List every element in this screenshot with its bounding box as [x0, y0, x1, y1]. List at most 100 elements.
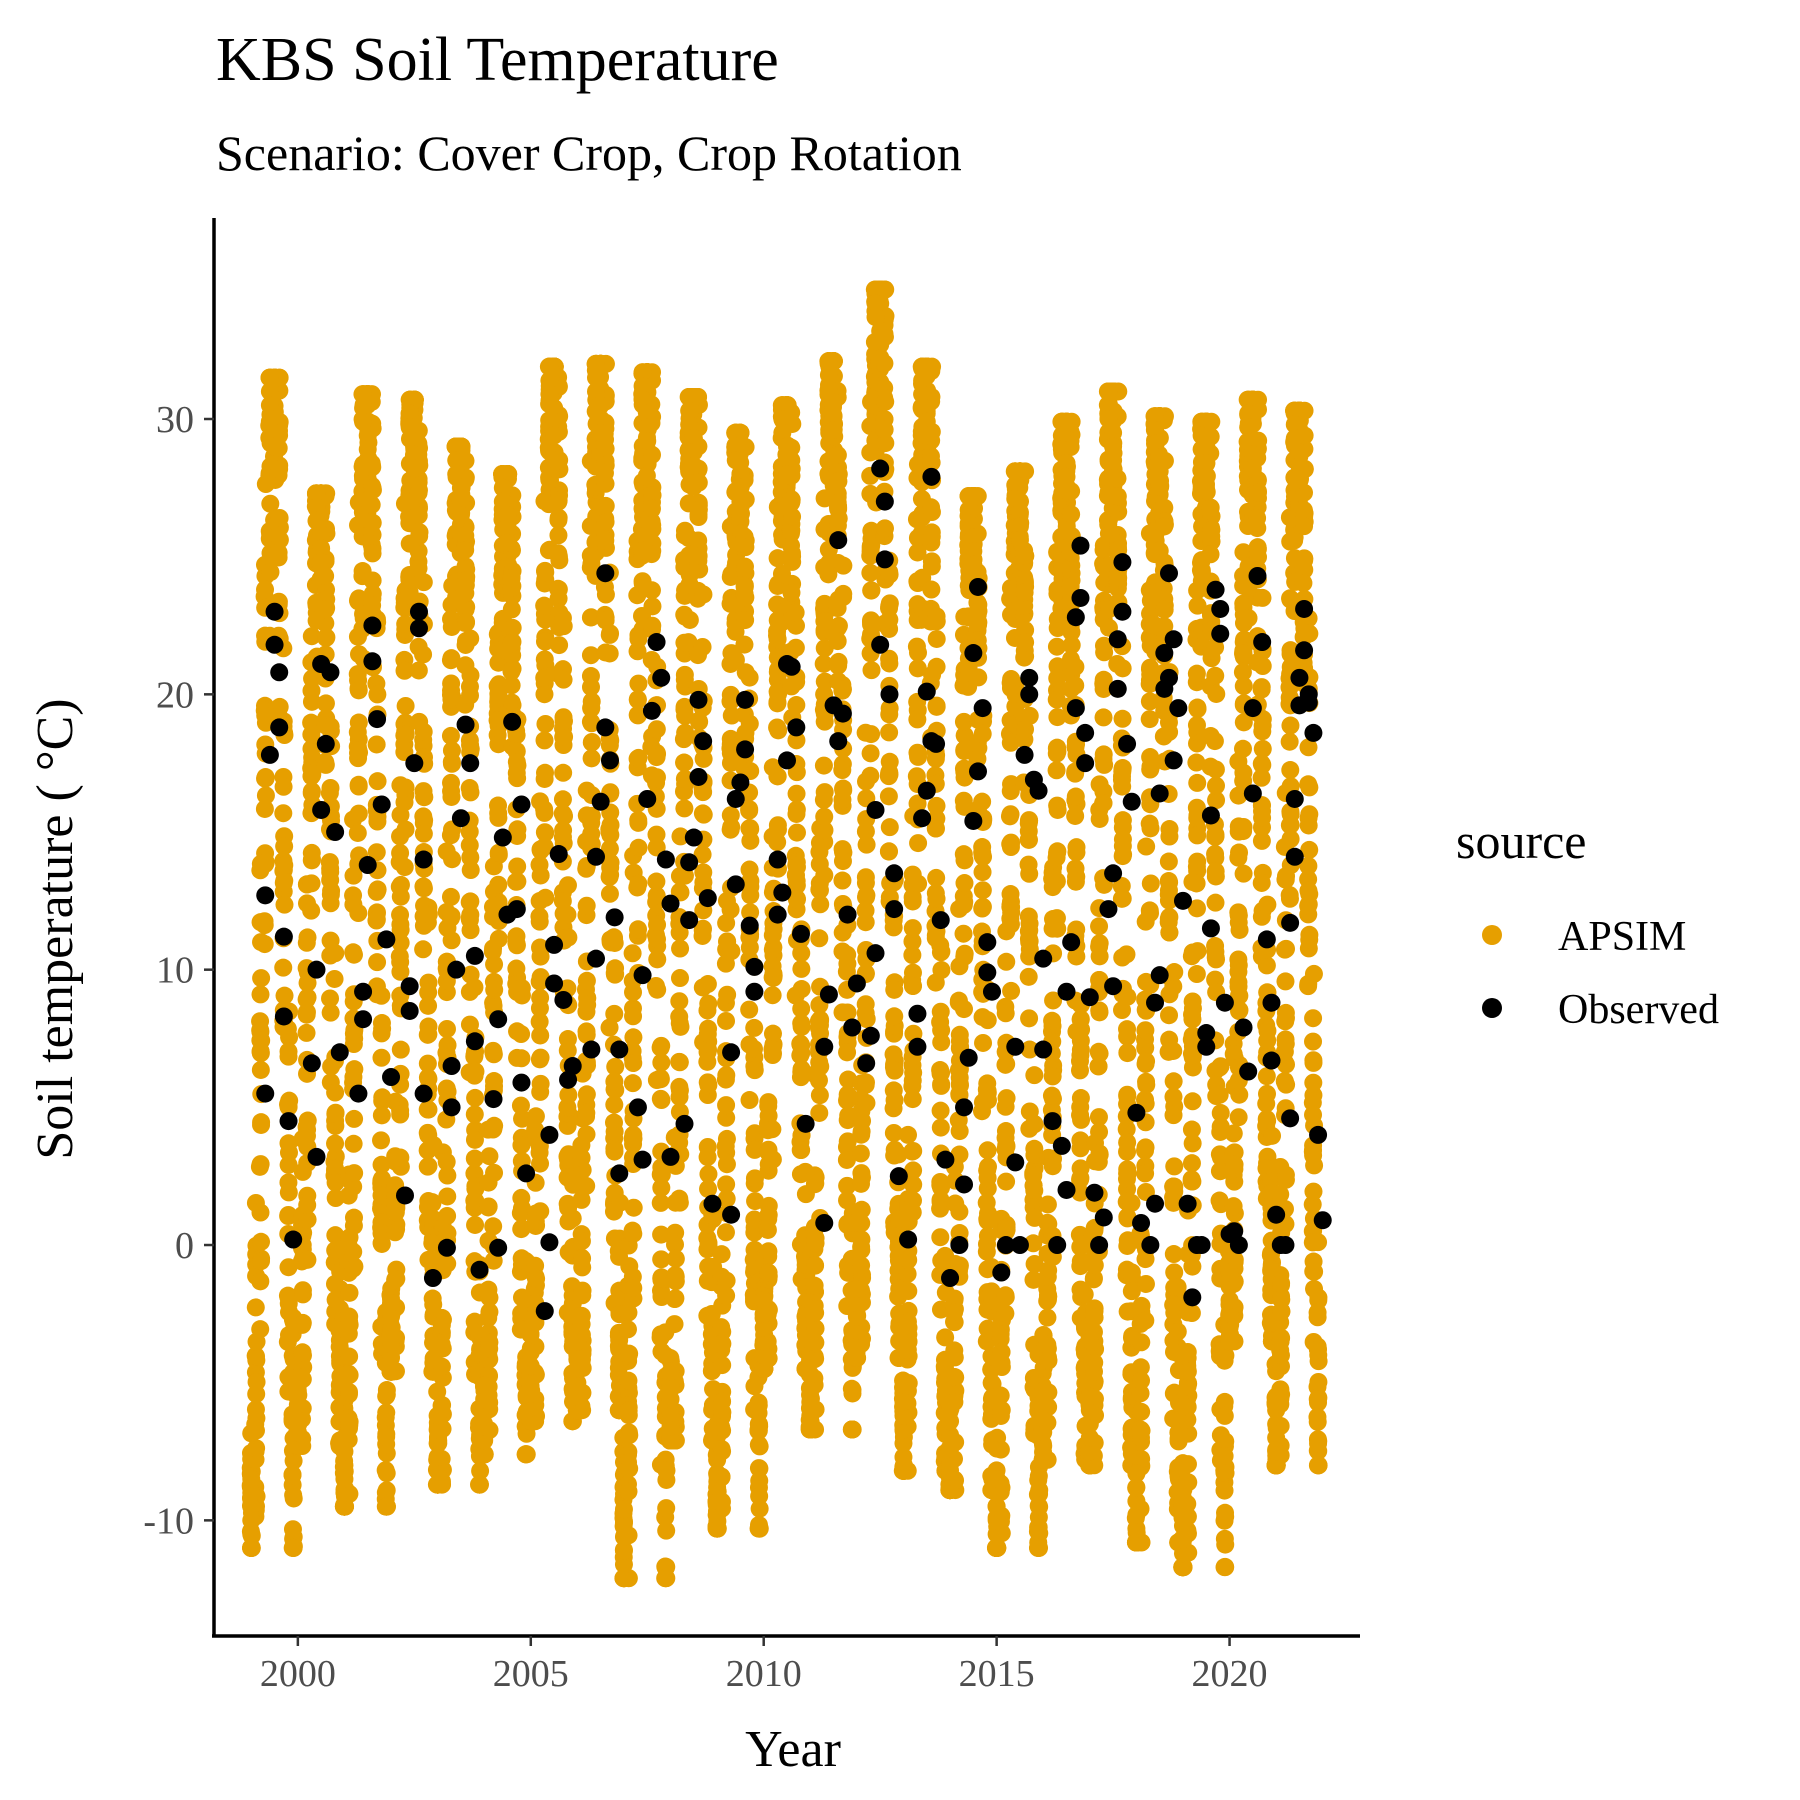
apsim-point: [558, 876, 577, 895]
apsim-point: [1024, 1176, 1043, 1195]
apsim-point: [629, 674, 648, 693]
apsim-point: [847, 1280, 866, 1299]
apsim-point: [438, 1224, 457, 1243]
apsim-point: [386, 1203, 405, 1222]
apsim-point: [372, 1186, 391, 1205]
apsim-point: [409, 483, 428, 502]
apsim-point: [485, 955, 504, 974]
apsim-point: [717, 1096, 736, 1115]
apsim-point: [527, 1269, 546, 1288]
apsim-point: [302, 874, 321, 893]
apsim-point: [489, 929, 508, 948]
apsim-point: [671, 939, 690, 958]
apsim-point: [437, 1152, 456, 1171]
apsim-point: [457, 612, 476, 631]
apsim-point: [261, 494, 280, 513]
apsim-point: [806, 1333, 825, 1352]
apsim-point: [931, 1013, 950, 1032]
apsim-point: [1089, 1042, 1108, 1061]
apsim-point: [624, 1278, 643, 1297]
apsim-point: [619, 1401, 638, 1420]
apsim-point: [969, 613, 988, 632]
apsim-point: [302, 739, 321, 758]
apsim-point: [852, 1256, 871, 1275]
apsim-point: [665, 1290, 684, 1309]
apsim-point: [717, 1155, 736, 1174]
apsim-point: [842, 1420, 861, 1439]
apsim-point: [643, 516, 662, 535]
apsim-point: [661, 1362, 680, 1381]
apsim-point: [1094, 745, 1113, 764]
apsim-point: [382, 1307, 401, 1326]
apsim-point: [922, 498, 941, 517]
apsim-point: [316, 600, 335, 619]
apsim-point: [419, 996, 438, 1015]
apsim-point: [955, 874, 974, 893]
apsim-point: [382, 1362, 401, 1381]
apsim-point: [1090, 917, 1109, 936]
apsim-point: [978, 1168, 997, 1187]
apsim-point: [698, 975, 717, 994]
apsim-point: [754, 1291, 773, 1310]
apsim-point: [782, 490, 801, 509]
apsim-point: [647, 748, 666, 767]
apsim-point: [531, 1074, 550, 1093]
apsim-point: [297, 990, 316, 1009]
apsim-point: [815, 866, 834, 885]
apsim-point: [498, 533, 517, 552]
apsim-point: [344, 1242, 363, 1261]
apsim-point: [340, 1283, 359, 1302]
apsim-point: [1066, 787, 1085, 806]
apsim-point: [307, 498, 326, 517]
apsim-point: [852, 1125, 871, 1144]
apsim-point: [572, 1232, 591, 1251]
apsim-point: [279, 1095, 298, 1114]
apsim-point: [326, 1226, 345, 1245]
apsim-point: [395, 793, 414, 812]
apsim-point: [279, 1042, 298, 1061]
apsim-point: [297, 1023, 316, 1042]
apsim-point: [461, 861, 480, 880]
apsim-point: [792, 1014, 811, 1033]
apsim-point: [447, 465, 466, 484]
apsim-point: [1094, 708, 1113, 727]
apsim-point: [550, 551, 569, 570]
apsim-point: [502, 600, 521, 619]
apsim-point: [438, 1187, 457, 1206]
apsim-point: [251, 1155, 270, 1174]
apsim-point: [735, 635, 754, 654]
apsim-point: [624, 1054, 643, 1073]
apsim-point: [242, 1483, 261, 1502]
apsim-point: [735, 557, 754, 576]
apsim-point: [885, 1091, 904, 1110]
apsim-point: [1002, 981, 1021, 1000]
apsim-point: [899, 1125, 918, 1144]
apsim-point: [377, 1387, 396, 1406]
apsim-point: [246, 1400, 265, 1419]
apsim-point: [861, 744, 880, 763]
apsim-point: [246, 1298, 265, 1317]
apsim-point: [480, 1288, 499, 1307]
apsim-point: [899, 1374, 918, 1393]
apsim-point: [740, 1091, 759, 1110]
apsim-point: [507, 936, 526, 955]
apsim-point: [438, 1036, 457, 1055]
apsim-point: [698, 1025, 717, 1044]
apsim-point: [348, 823, 367, 842]
apsim-point: [768, 816, 787, 835]
apsim-point: [480, 1302, 499, 1321]
apsim-point: [642, 545, 661, 564]
apsim-point: [814, 790, 833, 809]
apsim-point: [255, 916, 274, 935]
apsim-point: [372, 1224, 391, 1243]
apsim-point: [414, 645, 433, 664]
apsim-point: [1000, 807, 1019, 826]
apsim-point: [349, 904, 368, 923]
apsim-point: [1042, 1086, 1061, 1105]
apsim-point: [787, 784, 806, 803]
apsim-point: [908, 710, 927, 729]
apsim-point: [1029, 1538, 1048, 1557]
apsim-point: [432, 1357, 451, 1376]
apsim-point: [833, 852, 852, 871]
apsim-point: [964, 555, 983, 574]
